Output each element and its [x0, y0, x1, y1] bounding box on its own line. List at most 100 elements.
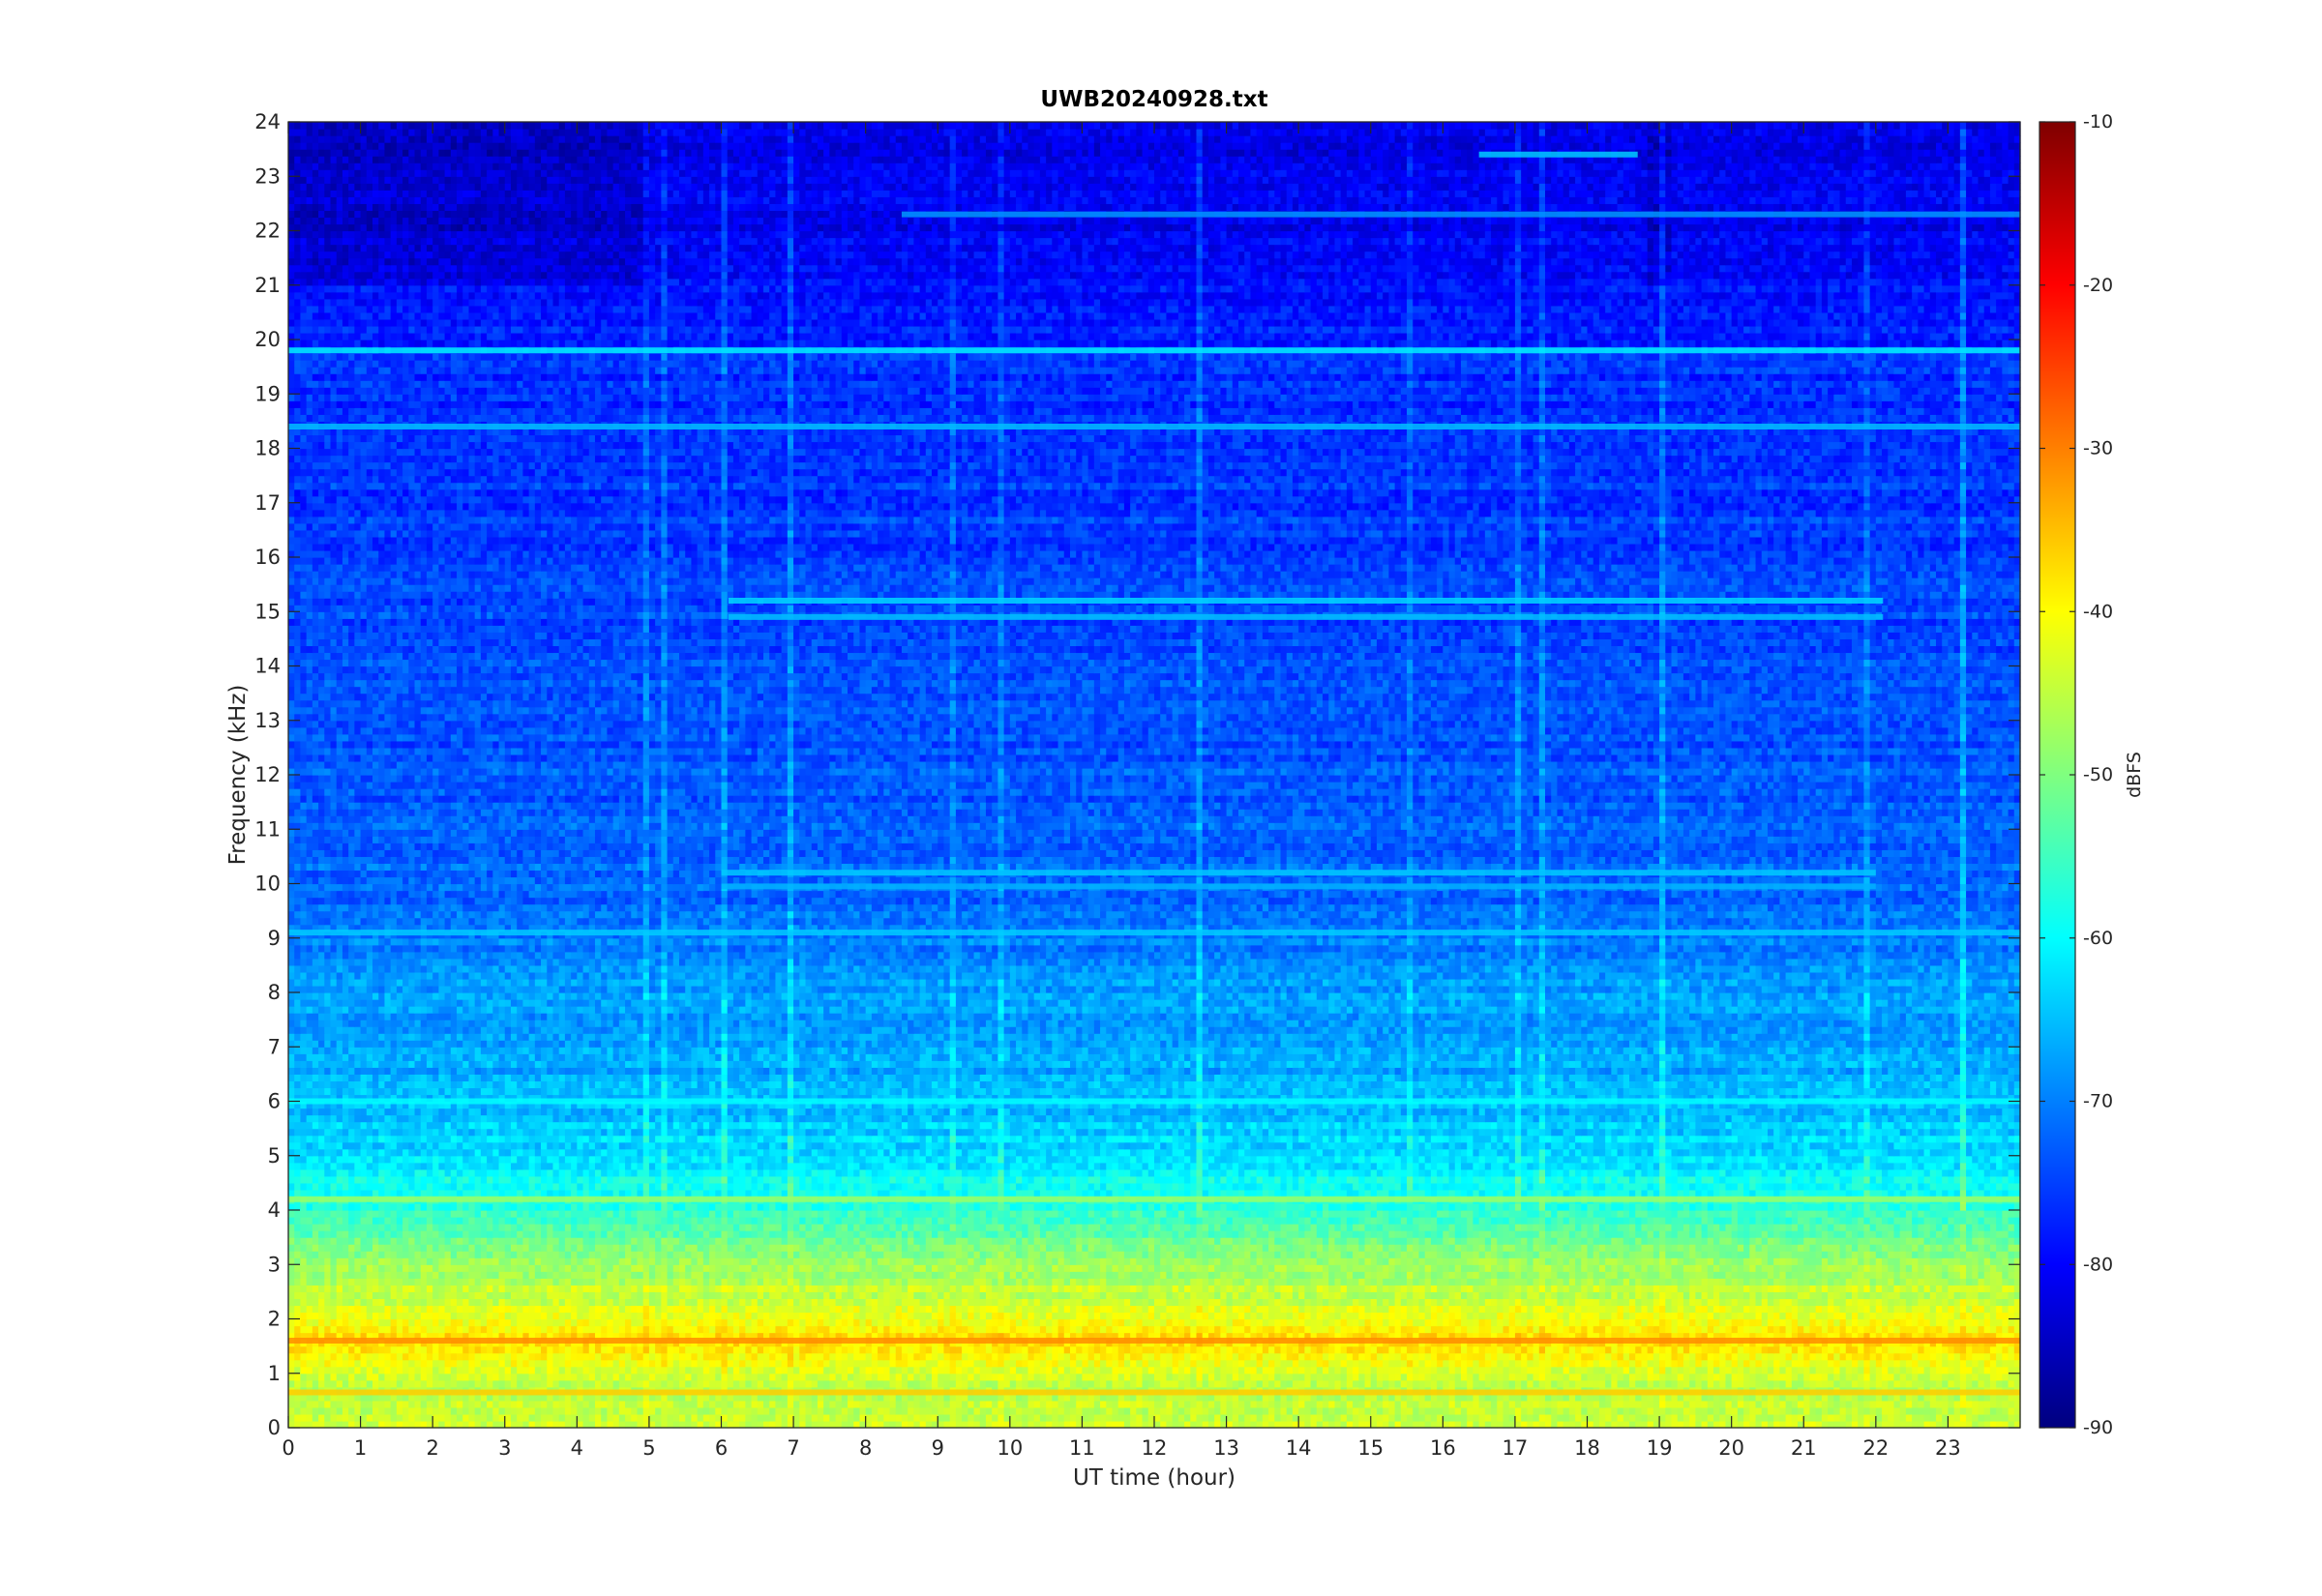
spectrogram-cell — [661, 1407, 668, 1415]
spectrogram-cell — [1725, 1401, 1732, 1408]
spectrogram-cell — [324, 1401, 331, 1408]
spectrogram-cell — [391, 1374, 398, 1381]
spectrogram-cell — [1263, 1367, 1269, 1374]
spectrogram-cell — [1388, 1407, 1395, 1415]
spectrogram-cell — [1948, 1367, 1954, 1374]
spectrogram-cell — [2009, 1380, 2015, 1388]
spectrogram-cell — [1233, 1407, 1239, 1415]
spectrogram-cell — [793, 1374, 800, 1381]
spectrogram-cell — [1623, 1401, 1630, 1408]
spectrogram-cell — [1166, 1380, 1173, 1388]
spectrogram-cell — [577, 1380, 583, 1388]
spectrogram-cell — [337, 1407, 343, 1415]
spectrogram-cell — [1034, 1401, 1041, 1408]
spectrogram-cell — [818, 1380, 824, 1388]
spectrogram-cell — [438, 1360, 445, 1368]
spectrogram-cell — [475, 1380, 482, 1388]
spectrogram-cell — [408, 1401, 415, 1408]
spectrogram-cell — [733, 1407, 740, 1415]
spectrogram-cell — [1418, 1407, 1425, 1415]
spectrogram-cell — [950, 1367, 957, 1374]
spectrogram-cell — [769, 1360, 776, 1368]
spectrogram-cell — [1118, 1407, 1125, 1415]
spectrogram-cell — [968, 1414, 974, 1422]
spectrogram-cell — [1418, 1414, 1425, 1422]
spectrogram-cell — [1533, 1367, 1540, 1374]
spectrogram-cell — [427, 1401, 433, 1408]
spectrogram-cell — [1124, 1374, 1131, 1381]
spectrogram-cell — [1743, 1367, 1750, 1374]
spectrogram-cell — [492, 1407, 499, 1415]
spectrogram-cell — [300, 1407, 307, 1415]
spectrogram-cell — [1990, 1414, 1997, 1422]
spectrogram-cell — [956, 1374, 963, 1381]
spectrogram-cell — [1190, 1401, 1197, 1408]
spectrogram-cell — [1293, 1401, 1299, 1408]
spectrogram-cell — [1425, 1407, 1432, 1415]
spectrogram-cell — [1250, 1401, 1257, 1408]
spectrogram-cell — [1678, 1401, 1684, 1408]
spectrogram-cell — [1485, 1407, 1492, 1415]
spectrogram-cell — [1148, 1360, 1155, 1368]
spectrogram-cell — [1888, 1360, 1894, 1368]
spectrogram-cell — [788, 1374, 794, 1381]
spectrogram-cell — [1467, 1407, 1474, 1415]
spectrogram-cell — [342, 1401, 349, 1408]
spectrogram-cell — [962, 1407, 968, 1415]
spectrogram-cell — [1912, 1374, 1919, 1381]
spectrogram-cell — [722, 1414, 729, 1422]
spectrogram-cell — [829, 1414, 836, 1422]
spectrogram-cell — [1828, 1407, 1834, 1415]
spectrogram-cell — [1708, 1360, 1714, 1368]
spectrogram-cell — [1287, 1401, 1294, 1408]
spectrogram-cell — [962, 1414, 968, 1422]
spectrogram-cell — [1930, 1380, 1937, 1388]
spectrogram-cell — [1809, 1401, 1816, 1408]
spectrogram-cell — [793, 1401, 800, 1408]
spectrogram-cell — [1575, 1360, 1582, 1368]
spectrogram-cell — [462, 1353, 469, 1361]
spectrogram-cell — [1641, 1374, 1648, 1381]
spectrogram-cell — [625, 1407, 632, 1415]
spectrogram-cell — [492, 1401, 499, 1408]
spectrogram-cell — [1143, 1374, 1149, 1381]
spectrogram-cell — [1792, 1367, 1799, 1374]
spectrogram-cell — [853, 1374, 860, 1381]
spectrogram-cell — [1274, 1374, 1281, 1381]
spectrogram-cell — [1449, 1367, 1456, 1374]
spectrogram-cell — [294, 1360, 301, 1368]
spectrogram-cell — [1268, 1407, 1275, 1415]
spectrogram-cell — [1515, 1374, 1522, 1381]
spectrogram-cell — [1773, 1407, 1780, 1415]
spectrogram-cell — [1034, 1380, 1041, 1388]
spectrogram-cell — [679, 1374, 686, 1381]
spectrogram-cell — [685, 1407, 692, 1415]
spectrogram-cell — [1407, 1367, 1414, 1374]
spectrogram-cell — [853, 1367, 860, 1374]
spectrogram-cell — [529, 1414, 536, 1422]
spectrogram-cell — [980, 1401, 987, 1408]
spectrogram-cell — [1010, 1360, 1017, 1368]
spectrogram-cell — [938, 1407, 944, 1415]
spectrogram-cell — [1629, 1380, 1636, 1388]
spectrogram-cell — [752, 1414, 759, 1422]
spectrogram-cell — [421, 1401, 428, 1408]
spectrogram-cell — [619, 1401, 626, 1408]
spectrogram-cell — [2002, 1374, 2009, 1381]
spectrogram-cell — [601, 1380, 608, 1388]
spectrogram-cell — [1371, 1360, 1378, 1368]
spectrogram-cell — [384, 1367, 391, 1374]
spectrogram-cell — [1358, 1407, 1365, 1415]
spectrogram-cell — [848, 1374, 854, 1381]
spectrogram-cell — [637, 1374, 643, 1381]
spectrogram-cell — [1515, 1407, 1522, 1415]
spectrogram-cell — [517, 1407, 523, 1415]
spectrogram-cell — [1792, 1360, 1799, 1368]
spectrogram-cell — [481, 1407, 488, 1415]
spectrogram-cell — [1870, 1374, 1877, 1381]
spectrogram-cell — [685, 1374, 692, 1381]
spectrogram-cell — [1648, 1367, 1654, 1374]
spectrogram-cell — [1377, 1401, 1384, 1408]
spectrogram-cell — [1978, 1414, 1984, 1422]
spectrogram-cell — [1960, 1374, 1967, 1381]
